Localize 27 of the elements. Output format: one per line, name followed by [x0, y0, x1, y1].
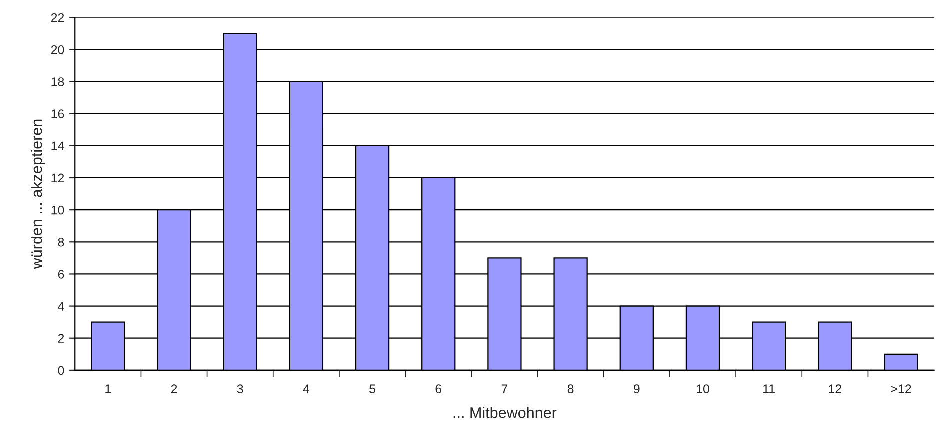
x-tick-label: 5 [370, 384, 376, 394]
y-tick-label: 18 [52, 78, 64, 86]
x-tick-label: 11 [764, 384, 775, 394]
x-tick-label: 6 [436, 384, 442, 394]
y-tick-label: 6 [58, 270, 64, 279]
y-tick-label: 4 [58, 302, 64, 311]
x-tick-label: 10 [696, 384, 710, 394]
x-tick-label: 9 [634, 384, 640, 394]
x-tick-label: 3 [237, 384, 244, 394]
x-tick-label: 2 [171, 384, 178, 394]
y-tick-label: 10 [52, 206, 64, 215]
x-axis-title: ... Mitbewohner [454, 407, 557, 418]
x-tick-label: 8 [568, 384, 574, 394]
y-tick-label: 20 [51, 46, 64, 54]
y-tick-label: 8 [58, 238, 64, 247]
y-axis-title: würden ... akzeptieren [31, 120, 46, 270]
x-tick-label: >12 [891, 384, 912, 394]
y-tick-label: 0 [58, 366, 64, 376]
y-tick-label: 2 [58, 334, 64, 343]
x-tick-label: 7 [502, 384, 508, 394]
y-tick-label: 16 [52, 110, 64, 119]
x-tick-label: 1 [106, 384, 112, 394]
x-tick-label: 12 [829, 384, 842, 394]
y-tick-label: 12 [52, 174, 64, 183]
y-tick-label: 14 [52, 142, 64, 150]
y-tick-label: 22 [51, 13, 64, 22]
x-tick-label: 4 [303, 384, 310, 394]
